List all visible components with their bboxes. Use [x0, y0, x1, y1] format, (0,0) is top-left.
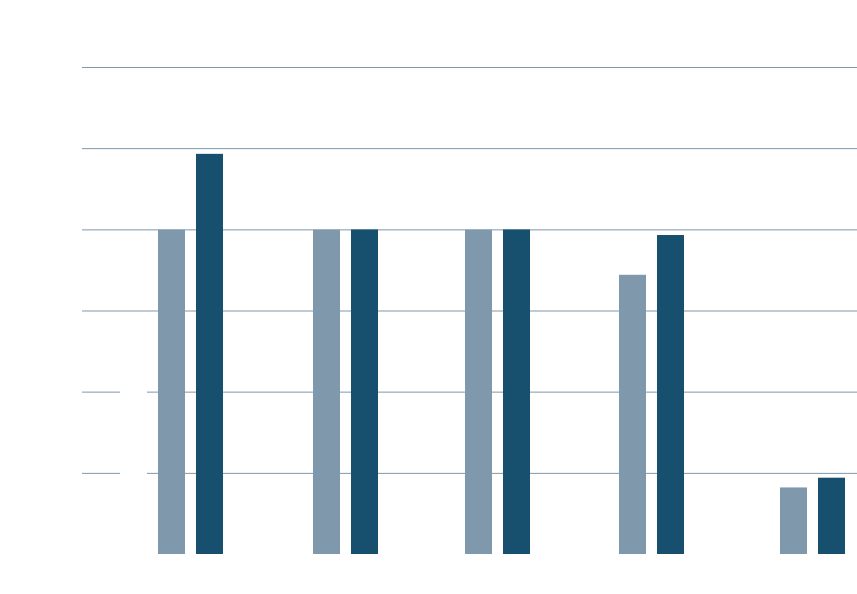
- bar-series2-group5: [818, 477, 845, 554]
- bar-series2-group3: [503, 229, 530, 555]
- bar-series2-group2: [351, 229, 378, 555]
- bar-series2-group4: [657, 235, 684, 554]
- bar-series1-group5: [780, 487, 807, 554]
- bar-series1-group1: [158, 229, 185, 555]
- bar-series1-group2: [313, 229, 340, 555]
- bar-marks: [158, 153, 845, 555]
- bar-series1-group3: [465, 229, 492, 555]
- bar-series1-group4: [619, 274, 646, 554]
- bar-series2-group1: [196, 153, 223, 554]
